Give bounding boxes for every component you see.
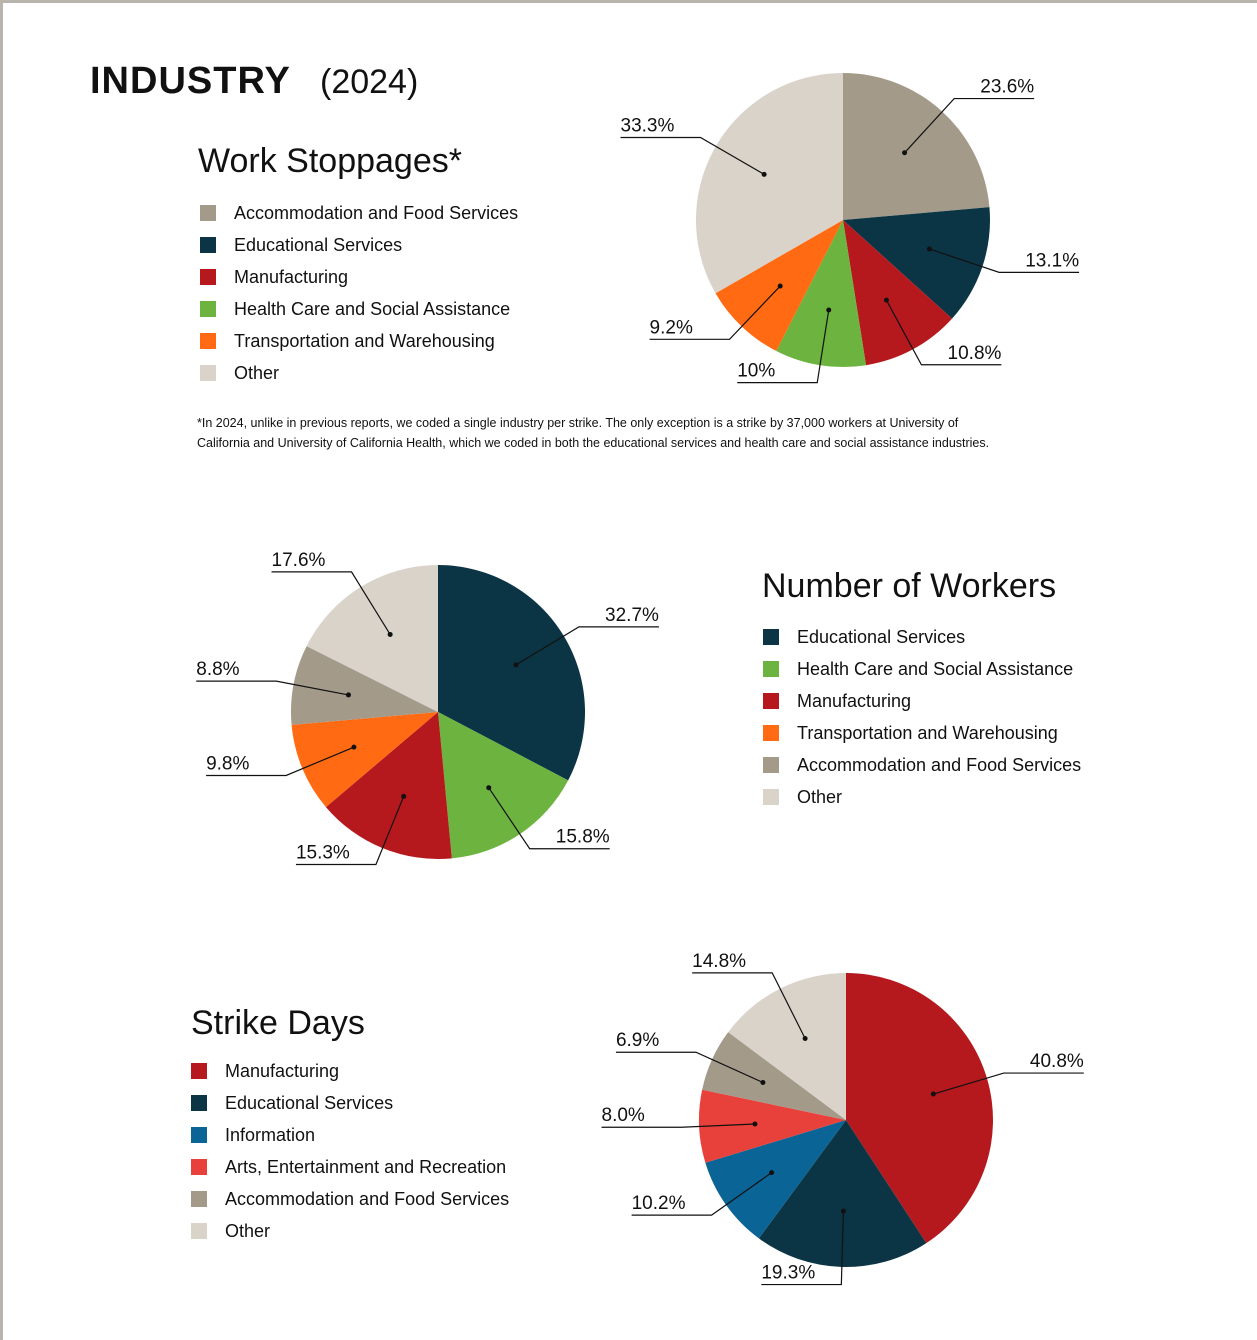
leader-line [737,309,830,384]
pie-slice [843,73,990,220]
value-label: 33.3% [621,116,675,137]
pie-slice [438,712,569,859]
legend-label: Transportation and Warehousing [234,331,495,351]
leader-line [885,299,1002,366]
leader-line [488,787,610,850]
value-label: 10% [737,361,775,382]
pie-slice [702,1032,846,1120]
page-year: (2024) [320,63,418,101]
legend-label: Other [797,787,842,807]
legend-label: Accommodation and Food Services [234,203,518,223]
legend-swatch [763,757,779,773]
legend-swatch [763,693,779,709]
pie-slice [843,207,990,319]
legend-swatch [200,365,216,381]
leader-line [295,796,405,866]
footnote: California and University of California … [197,436,989,450]
legend-swatch [191,1223,207,1239]
pie-slice [728,973,846,1120]
leader-line [929,248,1080,273]
leader-line [692,972,806,1039]
footnote: *In 2024, unlike in previous reports, we… [197,416,959,430]
legend-label: Educational Services [234,235,402,255]
leader-line [615,1051,764,1084]
legend-swatch [763,725,779,741]
legend-label: Other [225,1221,270,1241]
legend-label: Educational Services [797,627,965,647]
legend-swatch [200,301,216,317]
value-label: 9.2% [650,317,693,338]
pie-slice [290,646,438,725]
pie-slice [291,712,438,808]
page-title: INDUSTRY [90,60,291,102]
leader-line [206,746,355,777]
value-label: 15.3% [296,843,350,864]
leader-line [196,680,349,696]
legend-swatch [191,1095,207,1111]
legend-label: Health Care and Social Assistance [797,659,1073,679]
legend-swatch [200,269,216,285]
legend-label: Arts, Entertainment and Recreation [225,1157,506,1177]
value-label: 14.8% [692,951,746,972]
legend-label: Manufacturing [797,691,911,711]
legend-label: Health Care and Social Assistance [234,299,510,319]
pie-slice [699,1089,846,1163]
pie-slice [695,73,843,294]
legend-swatch [763,661,779,677]
value-label: 23.6% [980,77,1034,98]
value-label: 10.8% [948,343,1002,364]
legend-swatch [191,1191,207,1207]
leader-line [515,626,659,666]
legend-label: Educational Services [225,1093,393,1113]
value-label: 6.9% [616,1030,659,1051]
value-label: 8.8% [196,659,239,680]
legend-swatch [200,237,216,253]
legend-swatch [763,789,779,805]
value-label: 15.8% [556,827,610,848]
value-label: 17.6% [272,550,326,571]
leader-line [601,1123,755,1128]
leader-line [620,136,765,175]
value-label: 19.3% [761,1263,815,1284]
pie-slice [758,1120,927,1267]
value-label: 9.8% [206,753,249,774]
leader-line [761,1211,845,1286]
pie-slice [843,220,953,366]
legend-label: Manufacturing [234,267,348,287]
pie-slice [325,712,452,859]
leader-line [904,97,1035,154]
chart-title: Strike Days [191,1004,365,1042]
legend-swatch [191,1063,207,1079]
legend-swatch [191,1159,207,1175]
legend-label: Transportation and Warehousing [797,723,1058,743]
value-label: 8.0% [602,1105,645,1126]
legend-swatch [200,205,216,221]
chart-title: Work Stoppages* [198,142,462,180]
leader-line [271,571,391,635]
pie-slice [705,1120,846,1239]
value-label: 10.2% [632,1193,686,1214]
value-label: 13.1% [1025,250,1079,271]
value-label: 32.7% [605,605,659,626]
pie-slice [438,565,586,781]
leader-line [631,1172,772,1216]
value-label: 40.8% [1030,1051,1084,1072]
pie-slice [776,220,866,367]
chart-title: Number of Workers [762,567,1056,605]
legend-label: Information [225,1125,315,1145]
pie-slice [846,973,993,1244]
legend-label: Manufacturing [225,1061,339,1081]
leader-line [649,285,781,340]
legend-swatch [763,629,779,645]
legend-label: Accommodation and Food Services [225,1189,509,1209]
legend-label: Accommodation and Food Services [797,755,1081,775]
legend-swatch [200,333,216,349]
pie-slice [306,565,438,712]
legend-label: Other [234,363,279,383]
leader-line [933,1072,1084,1095]
legend-swatch [191,1127,207,1143]
